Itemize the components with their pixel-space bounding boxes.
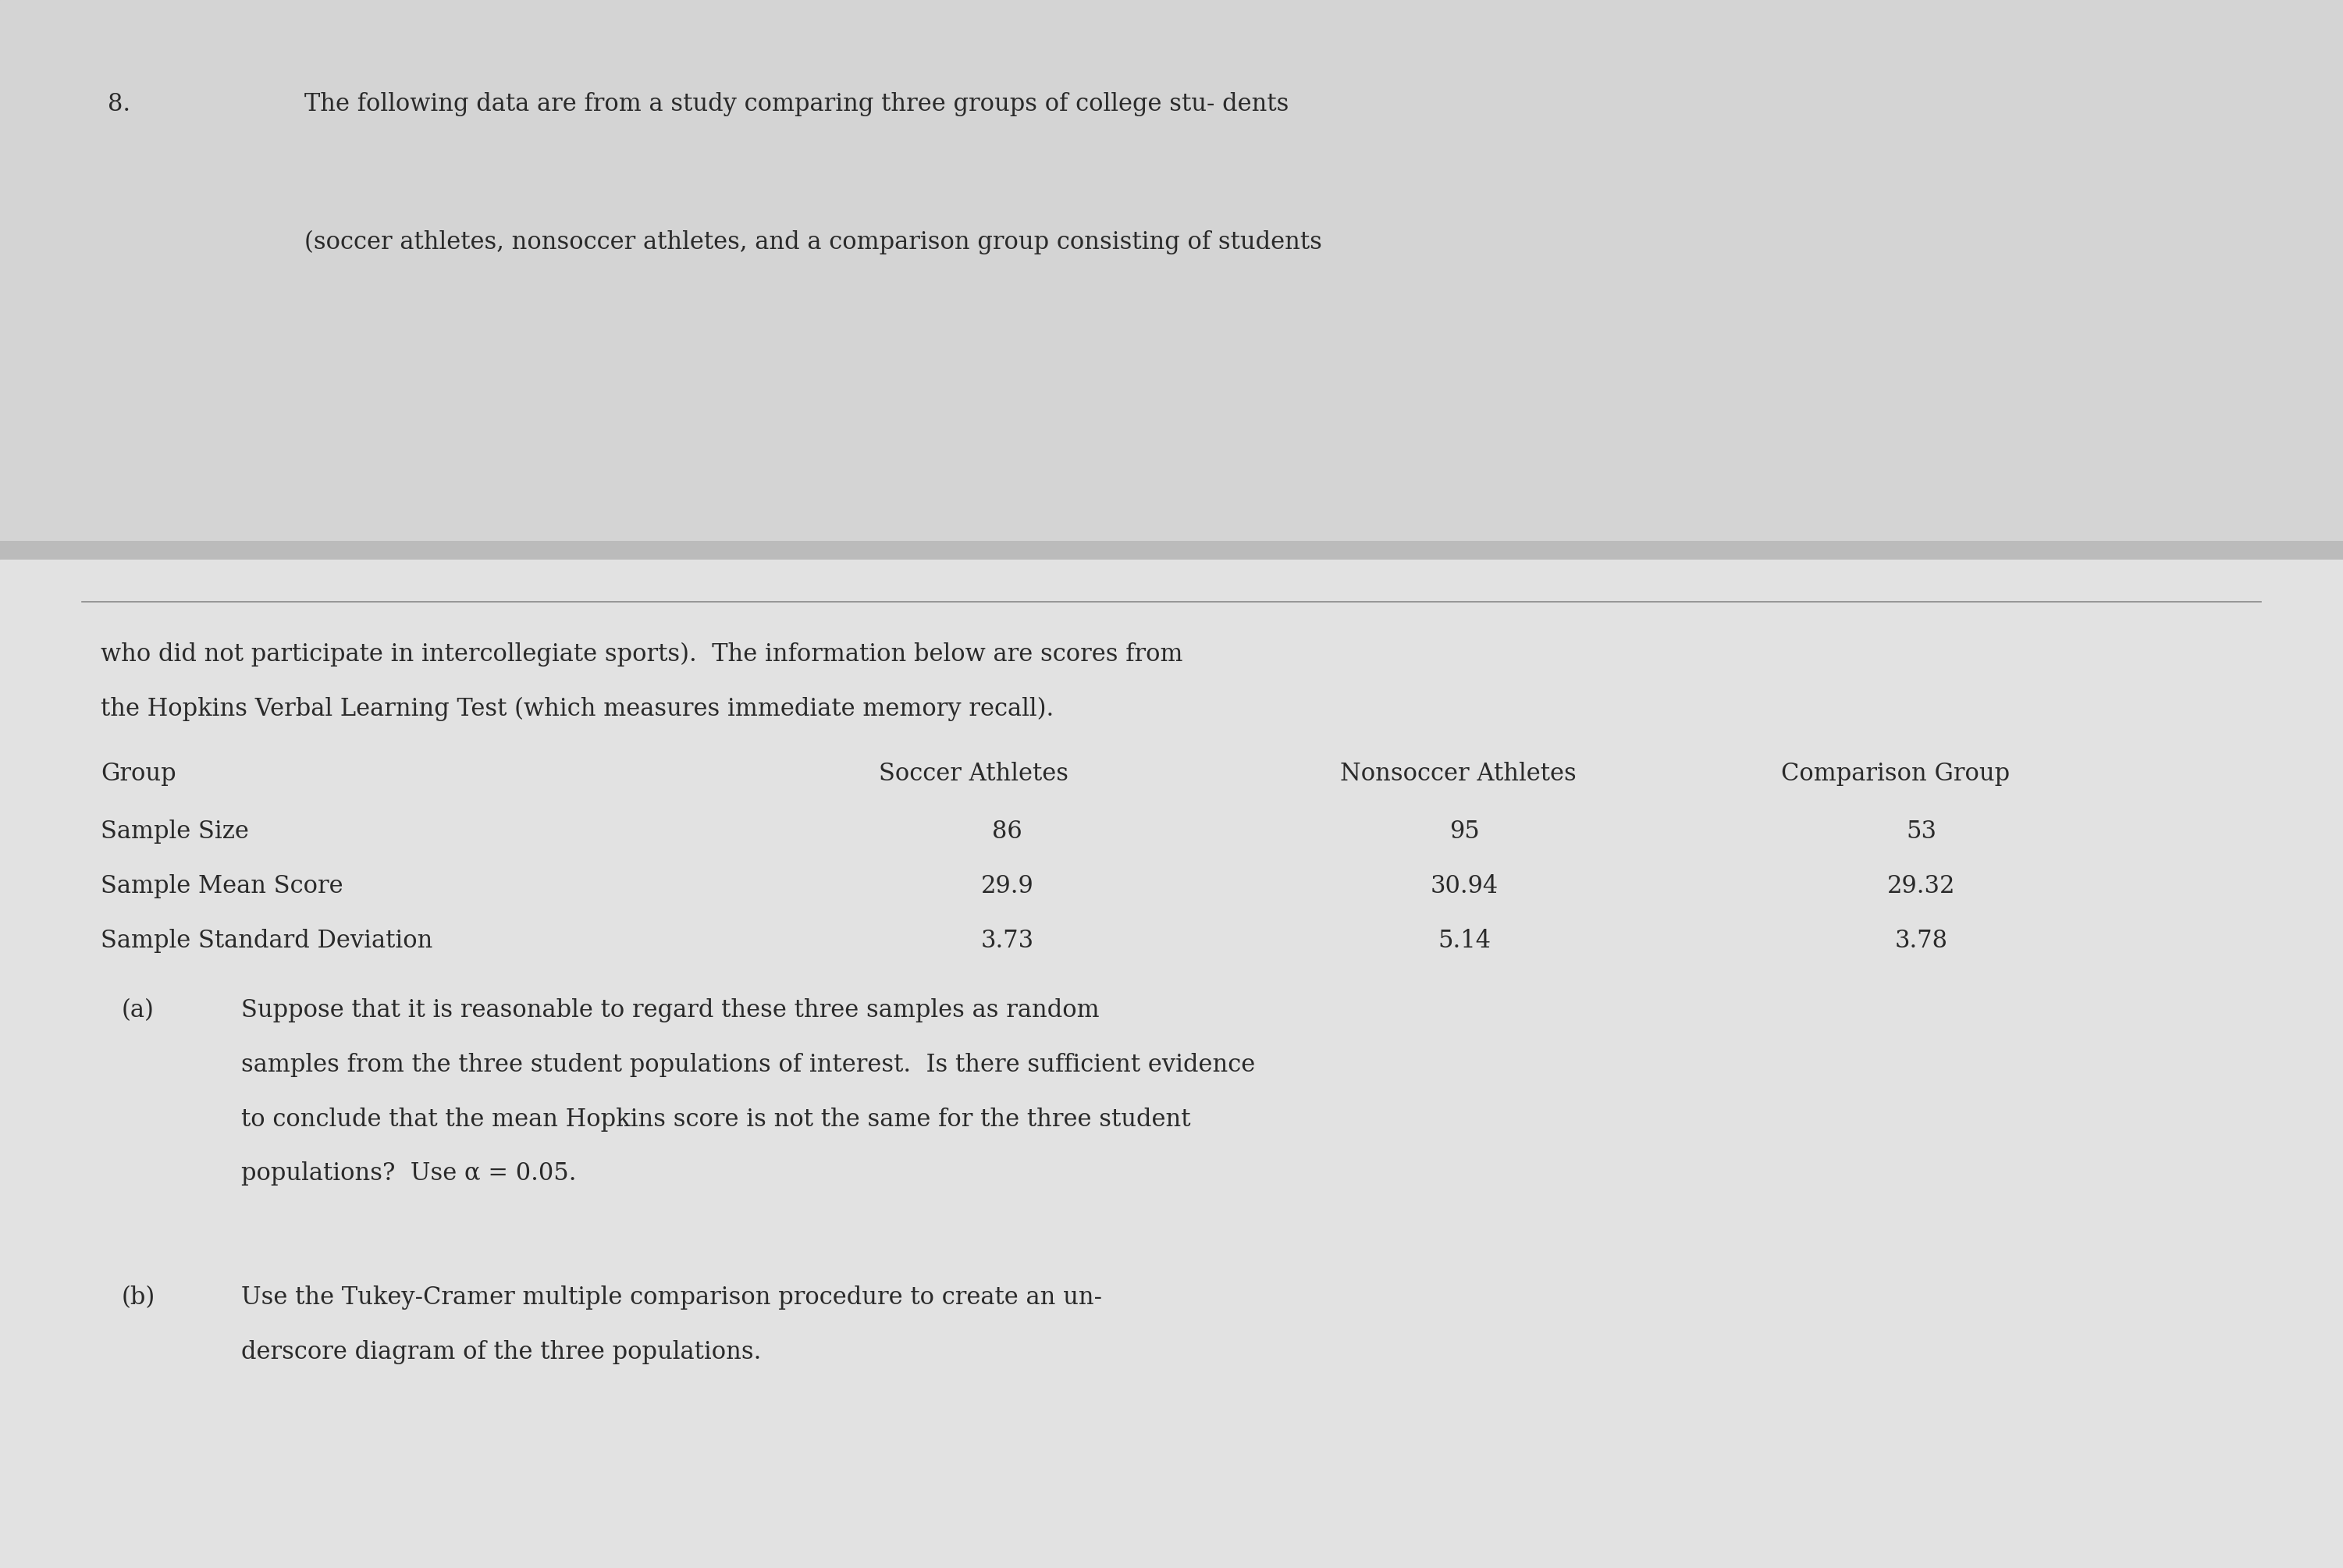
Text: derscore diagram of the three populations.: derscore diagram of the three population…: [241, 1341, 761, 1364]
Text: Sample Size: Sample Size: [101, 820, 248, 844]
Text: the Hopkins Verbal Learning Test (which measures immediate memory recall).: the Hopkins Verbal Learning Test (which …: [101, 696, 1054, 721]
Text: Soccer Athletes: Soccer Athletes: [879, 762, 1068, 786]
Text: 3.78: 3.78: [1895, 928, 1947, 953]
Text: Suppose that it is reasonable to regard these three samples as random: Suppose that it is reasonable to regard …: [241, 999, 1099, 1022]
Text: The following data are from a study comparing three groups of college stu- dents: The following data are from a study comp…: [305, 93, 1289, 116]
Text: 29.9: 29.9: [982, 875, 1033, 898]
Text: Sample Standard Deviation: Sample Standard Deviation: [101, 928, 433, 953]
Text: populations?  Use α = 0.05.: populations? Use α = 0.05.: [241, 1162, 576, 1185]
Text: Nonsoccer Athletes: Nonsoccer Athletes: [1340, 762, 1577, 786]
Text: 30.94: 30.94: [1429, 875, 1500, 898]
Text: to conclude that the mean Hopkins score is not the same for the three student: to conclude that the mean Hopkins score …: [241, 1107, 1190, 1132]
Text: Comparison Group: Comparison Group: [1781, 762, 2010, 786]
Text: 3.73: 3.73: [982, 928, 1033, 953]
Text: Group: Group: [101, 762, 176, 786]
Text: 29.32: 29.32: [1886, 875, 1956, 898]
Text: 53: 53: [1907, 820, 1935, 844]
Text: (a): (a): [122, 999, 155, 1022]
Text: 86: 86: [993, 820, 1022, 844]
Text: 95: 95: [1450, 820, 1478, 844]
Text: Sample Mean Score: Sample Mean Score: [101, 875, 342, 898]
Text: 8.: 8.: [108, 93, 131, 116]
Text: 5.14: 5.14: [1439, 928, 1490, 953]
Text: who did not participate in intercollegiate sports).  The information below are s: who did not participate in intercollegia…: [101, 643, 1183, 666]
Text: samples from the three student populations of interest.  Is there sufficient evi: samples from the three student populatio…: [241, 1052, 1256, 1077]
Text: (b): (b): [122, 1286, 155, 1309]
Text: (soccer athletes, nonsoccer athletes, and a comparison group consisting of stude: (soccer athletes, nonsoccer athletes, an…: [305, 230, 1321, 254]
Text: Use the Tukey-Cramer multiple comparison procedure to create an un-: Use the Tukey-Cramer multiple comparison…: [241, 1286, 1101, 1309]
